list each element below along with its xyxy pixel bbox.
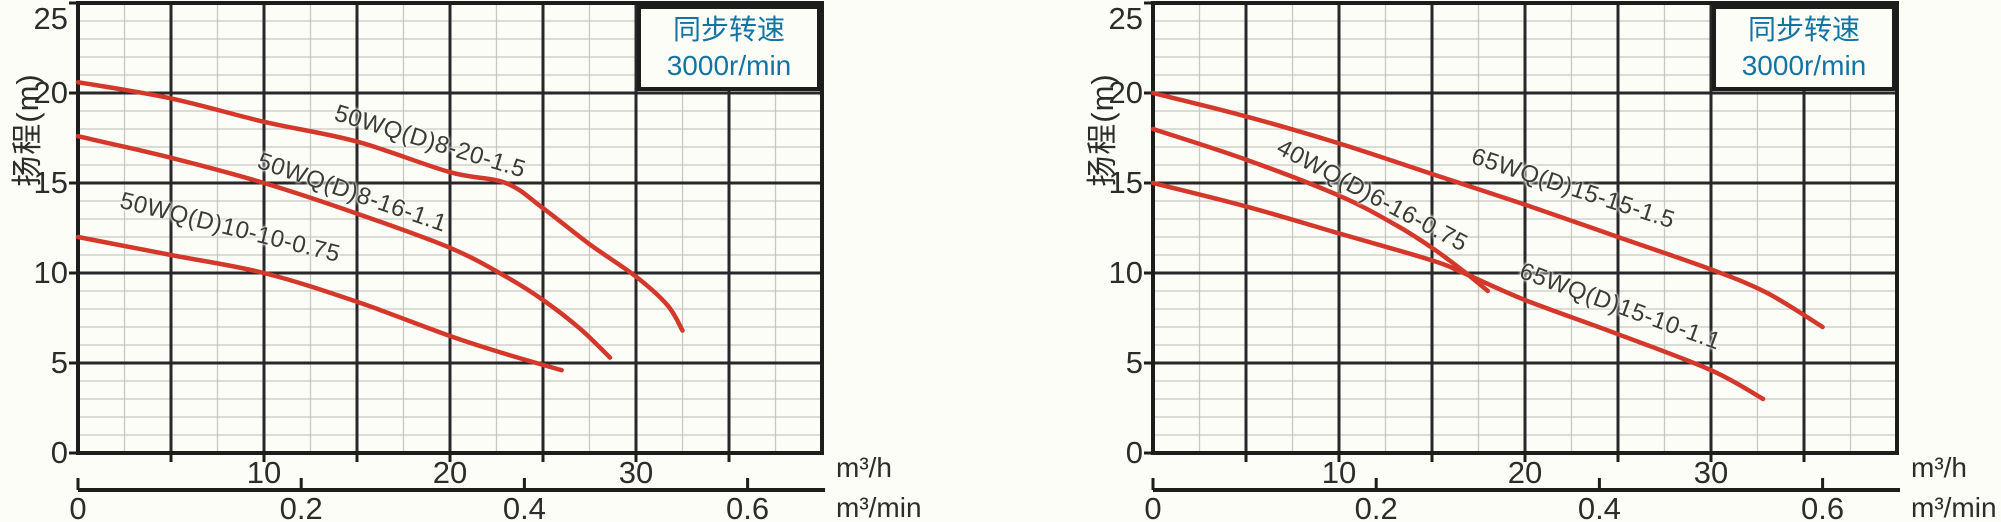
x-tick-label-m3min: 0.4	[502, 491, 546, 522]
curve-50WQ(D)8-16-1.1	[75, 133, 613, 360]
legend-box: 同步转速 3000r/min	[637, 5, 821, 91]
y-tick-label: 10	[33, 255, 68, 290]
flow-axis-m3min	[76, 478, 825, 492]
y-tick-label: 15	[1108, 165, 1143, 200]
x-tick-label-m3min: 0.6	[1801, 491, 1845, 522]
x-tick-label-m3h: 10	[1321, 455, 1357, 490]
y-tick-label: 25	[1108, 1, 1143, 36]
plot-border	[76, 1, 824, 455]
curve-50WQ(D)8-20-1.5	[75, 79, 685, 333]
x-tick-label-m3min: 0	[69, 491, 87, 522]
y-tick-label: 10	[1108, 255, 1143, 290]
y-tick-label: 25	[33, 1, 68, 36]
legend-speed-value: 3000r/min	[666, 50, 792, 81]
y-tick-label: 15	[33, 165, 68, 200]
y-tick-label: 5	[50, 345, 68, 380]
x-axis-unit-m3min: m³/min	[836, 492, 922, 522]
y-axis-title: 扬程(m)	[1085, 73, 1120, 187]
x-tick-label-m3h: 30	[1693, 455, 1729, 490]
x-tick-label-m3min: 0.4	[1577, 491, 1621, 522]
y-tick-label: 0	[50, 435, 68, 470]
x-axis-unit-m3min: m³/min	[1911, 492, 1997, 522]
x-axis-unit-m3h: m³/h	[836, 452, 892, 483]
x-tick-label-m3h: 30	[618, 455, 654, 490]
legend-speed-label: 同步转速	[672, 14, 785, 45]
curve-65WQ(D)15-15-1.5	[1150, 90, 1825, 330]
flow-axis-m3min	[1151, 478, 1900, 492]
legend-speed-value: 3000r/min	[1741, 50, 1867, 81]
x-tick-label-m3min: 0.2	[279, 491, 323, 522]
plot-border	[1151, 1, 1899, 455]
x-tick-label-m3min: 0.2	[1354, 491, 1398, 522]
y-tick-label: 20	[1108, 75, 1143, 110]
x-tick-label-m3h: 20	[432, 455, 468, 490]
chart-right: 扬程(m) 同步转速 3000r/min m³/h m³/min 25 20 15 1…	[1075, 0, 2001, 522]
pump-curves	[75, 79, 685, 373]
curve-50WQ(D)10-10-0.75	[75, 234, 564, 373]
x-axis-unit-m3h: m³/h	[1911, 452, 1967, 483]
pump-curves	[1150, 90, 1825, 402]
y-axis-title: 扬程(m)	[10, 73, 45, 187]
grid-major	[1153, 3, 1897, 453]
y-tick-label: 0	[1125, 435, 1143, 470]
curve-65WQ(D)15-10-1.1	[1150, 180, 1766, 402]
chart-left: 扬程(m) 同步转速 3000r/min m³/h m³/min 25 20 15 1…	[0, 0, 930, 522]
legend-box: 同步转速 3000r/min	[1712, 5, 1896, 91]
y-tick-label: 20	[33, 75, 68, 110]
x-tick-label-m3min: 0	[1144, 491, 1162, 522]
x-tick-label-m3h: 10	[246, 455, 282, 490]
plot-area	[1144, 1, 1900, 492]
x-tick-label-m3min: 0.6	[726, 491, 770, 522]
y-tick-label: 5	[1125, 345, 1143, 380]
legend-speed-label: 同步转速	[1747, 14, 1860, 45]
x-tick-label-m3h: 20	[1507, 455, 1543, 490]
